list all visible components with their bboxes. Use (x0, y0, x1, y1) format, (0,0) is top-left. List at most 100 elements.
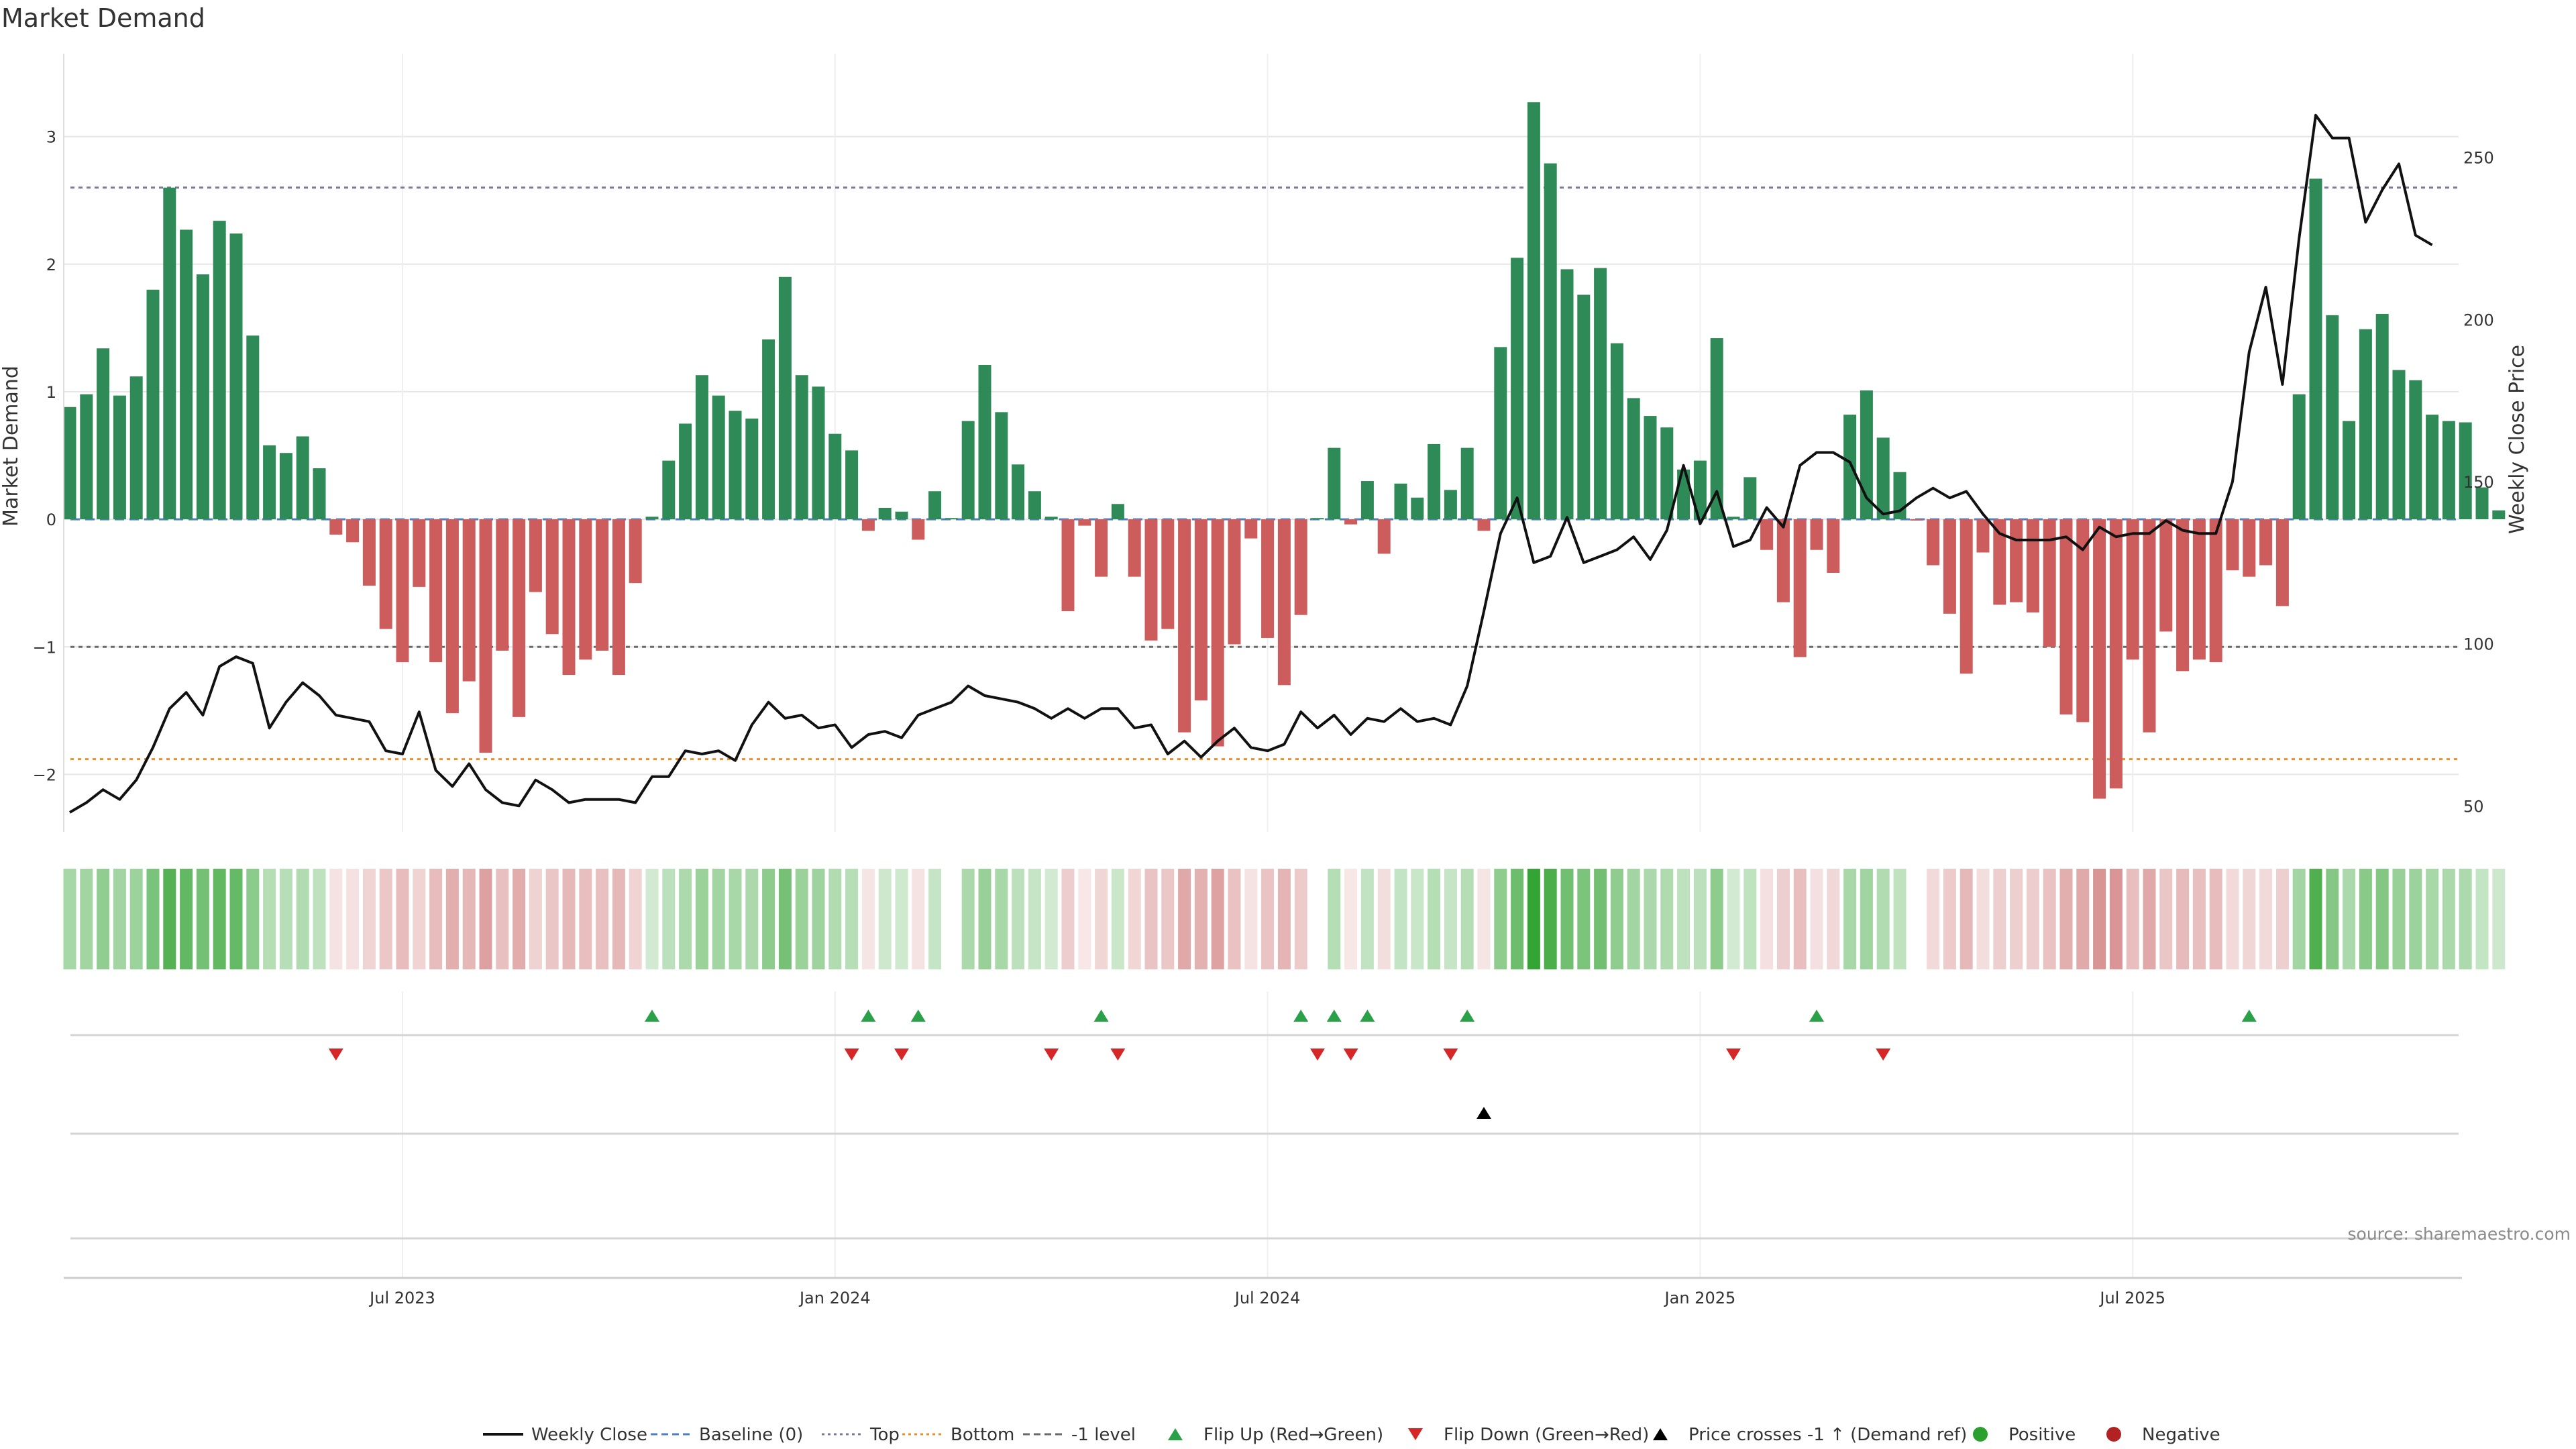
demand-bar (2126, 519, 2139, 660)
demand-bar (1477, 519, 1491, 531)
legend-symbol (1168, 1428, 1183, 1440)
demand-bar (812, 386, 825, 520)
demand-bar (662, 460, 676, 520)
heat-cell (63, 869, 76, 969)
demand-bar (679, 423, 692, 520)
heat-cell (1527, 869, 1540, 969)
heat-cell (180, 869, 193, 969)
demand-bar (2309, 178, 2322, 520)
heat-cell (1328, 869, 1341, 969)
demand-bar (562, 519, 576, 676)
demand-bar (1095, 519, 1108, 577)
demand-bar (579, 519, 592, 660)
heat-cell (329, 869, 343, 969)
demand-bar (695, 375, 708, 520)
demand-bar (1644, 416, 1657, 520)
heat-cell (762, 869, 775, 969)
heat-cell (2243, 869, 2256, 969)
heat-cell (1428, 869, 1441, 969)
heat-cell (1144, 869, 1158, 969)
heat-cell (2109, 869, 2123, 969)
demand-bar (928, 491, 942, 520)
legend-label: Bottom (951, 1425, 1014, 1445)
heat-cell (1876, 869, 1890, 969)
weekly-close-line (68, 113, 2433, 814)
right-tick-label: 200 (2463, 311, 2494, 329)
demand-bar (2475, 487, 2489, 520)
heat-cell (229, 869, 243, 969)
demand-bar (1793, 519, 1807, 657)
heat-cell (1477, 869, 1491, 969)
heat-cell (1793, 869, 1807, 969)
heat-cell (413, 869, 426, 969)
demand-bar (63, 407, 76, 520)
demand-bar (2326, 315, 2339, 520)
event-markers (70, 1010, 2459, 1240)
demand-bar (146, 289, 160, 520)
demand-bar (1194, 519, 1208, 701)
heat-cell (496, 869, 509, 969)
demand-bar (129, 376, 143, 520)
demand-bar (861, 519, 875, 531)
heat-cell (1960, 869, 1973, 969)
heat-cell (279, 869, 292, 969)
heat-cell (2159, 869, 2173, 969)
heat-cell (778, 869, 792, 969)
heat-cell (396, 869, 409, 969)
legend: Weekly Close Baseline (0) Top Bottom -1 leve… (483, 1425, 2220, 1445)
heat-cell (845, 869, 859, 969)
demand-bar (229, 233, 243, 520)
heat-cell (362, 869, 376, 969)
demand-bar (496, 519, 509, 651)
heat-cell (1460, 869, 1474, 969)
demand-bar (1228, 519, 1241, 645)
demand-bar (1511, 258, 1524, 520)
demand-bar (1061, 519, 1075, 612)
demand-bar (213, 221, 226, 520)
heat-cell (1344, 869, 1358, 969)
heat-cell (1128, 869, 1141, 969)
demand-bar (513, 519, 526, 717)
heat-cell (1277, 869, 1291, 969)
heat-cell (1710, 869, 1723, 969)
heat-cell (1377, 869, 1391, 969)
demand-bar (1660, 427, 1674, 520)
right-tick-label: 50 (2463, 797, 2484, 816)
flip-up-marker (2241, 1010, 2257, 1022)
flip-down-marker (1110, 1049, 1126, 1061)
heat-cell (1993, 869, 2006, 969)
x-tick-label: Jan 2024 (798, 1289, 871, 1307)
heat-cell (163, 869, 176, 969)
heat-cell (263, 869, 276, 969)
heat-cell (246, 869, 260, 969)
left-axis-label: Market Demand (0, 366, 23, 527)
heat-cell (928, 869, 942, 969)
flip-down-marker (328, 1049, 343, 1061)
demand-bar (1993, 519, 2006, 605)
demand-bar (1161, 519, 1175, 629)
demand-bar (1344, 519, 1358, 525)
heat-cell (1095, 869, 1108, 969)
heat-cell (645, 869, 659, 969)
x-tick-label: Jul 2023 (368, 1289, 435, 1307)
demand-bar (2392, 370, 2406, 520)
heat-cell (2143, 869, 2156, 969)
heat-cell (2226, 869, 2239, 969)
demand-bar (1261, 519, 1275, 638)
demand-bar (1377, 519, 1391, 554)
demand-bar (445, 519, 459, 714)
demand-bar (1827, 519, 1840, 573)
heat-cell (2010, 869, 2023, 969)
demand-bar (912, 519, 925, 540)
heat-cell (129, 869, 143, 969)
heat-cell (2309, 869, 2322, 969)
heat-cell (1827, 869, 1840, 969)
legend-symbol (1973, 1427, 1988, 1442)
x-tick-label: Jul 2025 (2098, 1289, 2165, 1307)
flip-up-marker (1326, 1010, 1342, 1022)
heat-cell (1411, 869, 1424, 969)
demand-bar (1876, 437, 1890, 520)
legend-label: Flip Up (Red→Green) (1203, 1425, 1383, 1445)
heat-cell (1194, 869, 1208, 969)
